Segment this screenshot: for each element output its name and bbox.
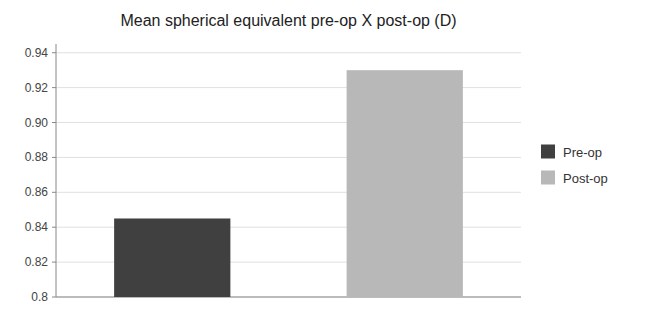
y-tick: [52, 157, 56, 158]
legend-swatch: [541, 145, 555, 159]
y-tick-label: 0.90: [25, 116, 49, 130]
chart-title: Mean spherical equivalent pre-op X post-…: [120, 12, 456, 29]
bar: [347, 70, 463, 297]
chart-container: Mean spherical equivalent pre-op X post-…: [0, 0, 651, 321]
y-tick-label: 0.8: [31, 290, 48, 304]
y-tick-label: 0.94: [25, 46, 49, 60]
y-tick: [52, 122, 56, 123]
legend-swatch: [541, 171, 555, 185]
y-tick: [52, 297, 56, 298]
y-tick: [52, 192, 56, 193]
legend-label: Post-op: [563, 171, 608, 186]
legend-label: Pre-op: [563, 145, 602, 160]
grid-line: [56, 52, 521, 53]
y-tick: [52, 262, 56, 263]
y-tick: [52, 87, 56, 88]
y-tick-label: 0.92: [25, 81, 49, 95]
y-tick-label: 0.84: [25, 220, 49, 234]
y-tick-label: 0.86: [25, 185, 49, 199]
bar: [114, 218, 230, 297]
chart-svg: Mean spherical equivalent pre-op X post-…: [0, 0, 651, 321]
y-tick-label: 0.82: [25, 255, 49, 269]
bars: [114, 70, 463, 297]
legend: Pre-op Post-op: [541, 145, 608, 186]
y-axis-line: [56, 44, 57, 297]
y-tick: [52, 52, 56, 53]
y-tick: [52, 227, 56, 228]
y-tick-label: 0.88: [25, 150, 49, 164]
